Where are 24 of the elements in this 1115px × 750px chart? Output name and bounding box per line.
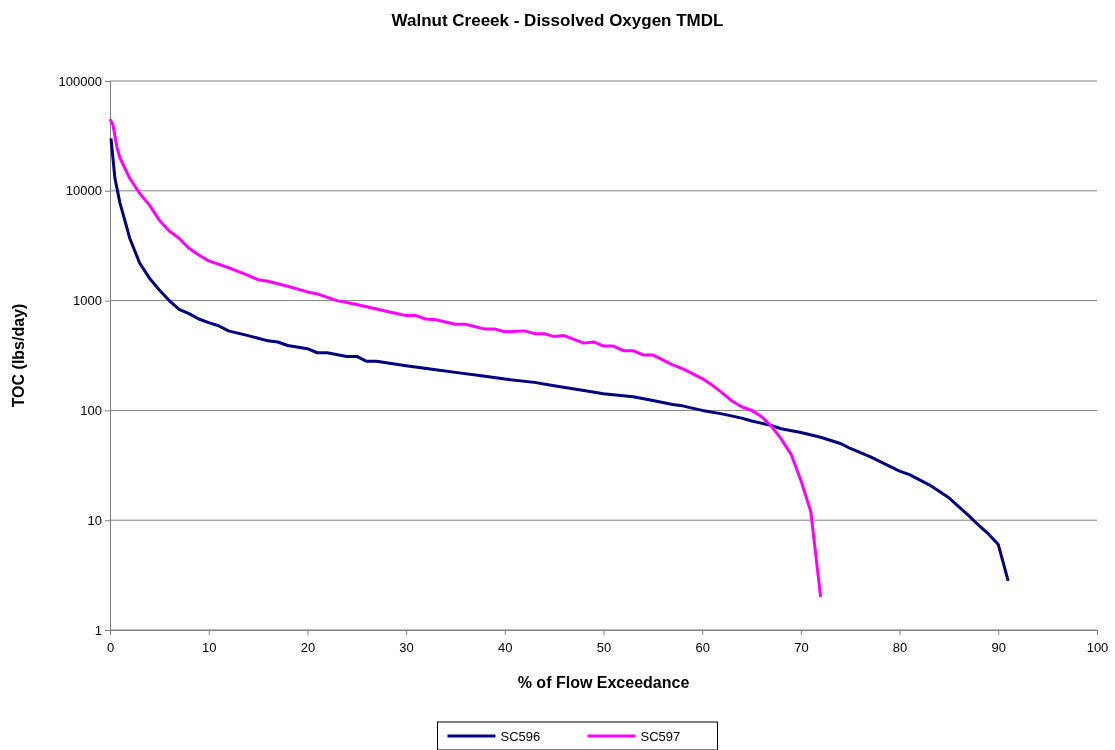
legend-label: SC597 xyxy=(640,728,681,744)
x-tick-label: 0 xyxy=(106,640,115,656)
y-tick-label: 100 xyxy=(80,403,102,419)
x-tick-label: 20 xyxy=(300,640,316,656)
line-series xyxy=(109,136,1010,583)
x-axis-title: % of Flow Exceedance xyxy=(517,674,690,691)
line-series xyxy=(108,117,823,599)
chart-title: Walnut Creeek - Dissolved Oxygen TMDL xyxy=(391,11,724,30)
x-tick-label: 40 xyxy=(498,640,513,656)
x-tick-label: 90 xyxy=(991,640,1007,656)
x-tick-label: 50 xyxy=(596,640,612,656)
y-tick-label: 100000 xyxy=(58,73,102,89)
x-tick-label: 60 xyxy=(695,640,710,656)
y-tick-label: 10 xyxy=(87,512,102,528)
x-tick-label: 100 xyxy=(1086,640,1109,656)
x-tick-label: 10 xyxy=(201,640,217,656)
y-tick-label: 10000 xyxy=(65,183,102,199)
y-tick-label: 1000 xyxy=(73,293,102,309)
x-tick-label: 30 xyxy=(399,640,414,656)
y-tick-label: 1 xyxy=(94,622,102,638)
x-tick-label: 70 xyxy=(794,640,809,656)
legend-label: SC596 xyxy=(500,728,541,744)
y-axis-title: TOC (lbs/day) xyxy=(10,303,27,408)
x-tick-label: 80 xyxy=(892,640,908,656)
